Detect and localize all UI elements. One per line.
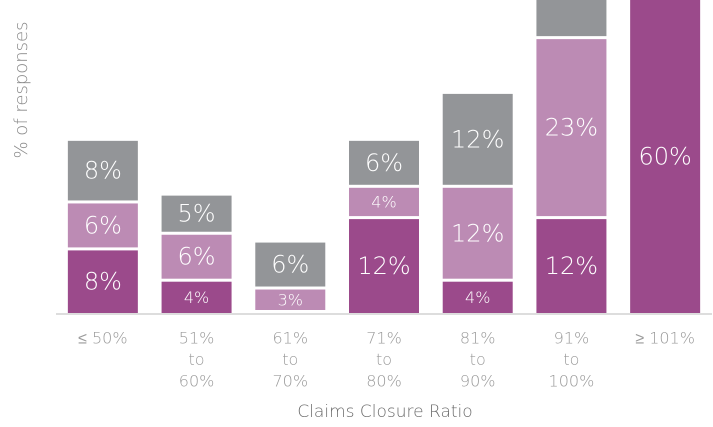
- x-tick-label: ≥ 101%: [635, 329, 695, 348]
- x-tick-label: to: [470, 350, 486, 369]
- x-tick-label: to: [376, 350, 392, 369]
- bar-segment: [442, 93, 513, 185]
- bar-segment: [349, 140, 419, 185]
- x-tick-label: 91%: [554, 329, 590, 348]
- x-tick-label: to: [282, 350, 298, 369]
- data-label: 12%: [451, 219, 504, 247]
- x-tick-label: 71%: [366, 329, 402, 348]
- bar-segment: [536, 219, 607, 313]
- data-label: 3%: [278, 290, 303, 309]
- data-label: 12%: [357, 252, 410, 280]
- x-tick-label: 90%: [460, 372, 496, 391]
- y-axis-label: % of responses: [11, 21, 32, 158]
- x-tick-label: 51%: [179, 329, 215, 348]
- data-label: 6%: [365, 149, 403, 177]
- x-tick-label: 70%: [273, 372, 309, 391]
- bar-segment: [630, 0, 701, 313]
- data-label: 4%: [371, 192, 396, 211]
- bar-segment: [349, 187, 419, 217]
- data-label: 4%: [184, 288, 209, 307]
- bar-segment: [67, 140, 138, 201]
- x-tick-label: 81%: [460, 329, 496, 348]
- bar-segment: [255, 242, 326, 287]
- x-tick-label: 80%: [366, 372, 402, 391]
- bar-segment: [67, 203, 138, 248]
- bar-segment: [536, 39, 607, 217]
- data-label: 60%: [638, 143, 691, 171]
- x-tick-label: 100%: [549, 372, 595, 391]
- x-tick-label: to: [563, 350, 579, 369]
- x-axis-label: Claims Closure Ratio: [297, 402, 472, 422]
- bar-segment: [442, 187, 513, 279]
- x-tick-label: to: [189, 350, 205, 369]
- data-label: 12%: [451, 125, 504, 153]
- data-label: 6%: [271, 251, 309, 279]
- x-tick-label: 61%: [273, 329, 309, 348]
- x-tick-label: 60%: [179, 372, 215, 391]
- data-label: 5%: [178, 200, 216, 228]
- data-label: 4%: [465, 288, 490, 307]
- data-label: 6%: [84, 211, 122, 239]
- data-label: 8%: [84, 268, 122, 296]
- bar-segment: [349, 219, 419, 313]
- bar-segment: [161, 234, 232, 279]
- x-tick-label: ≤ 50%: [78, 329, 127, 348]
- bar-segment: [536, 0, 607, 37]
- bar-segment: [255, 289, 326, 310]
- data-label: 8%: [84, 157, 122, 185]
- bar-segment: [442, 281, 513, 313]
- bar-segment: [67, 250, 138, 313]
- data-label: 23%: [545, 114, 598, 142]
- data-label: 12%: [545, 252, 598, 280]
- bar-segment: [161, 281, 232, 313]
- bar-segment: [161, 195, 232, 232]
- data-label: 6%: [178, 243, 216, 271]
